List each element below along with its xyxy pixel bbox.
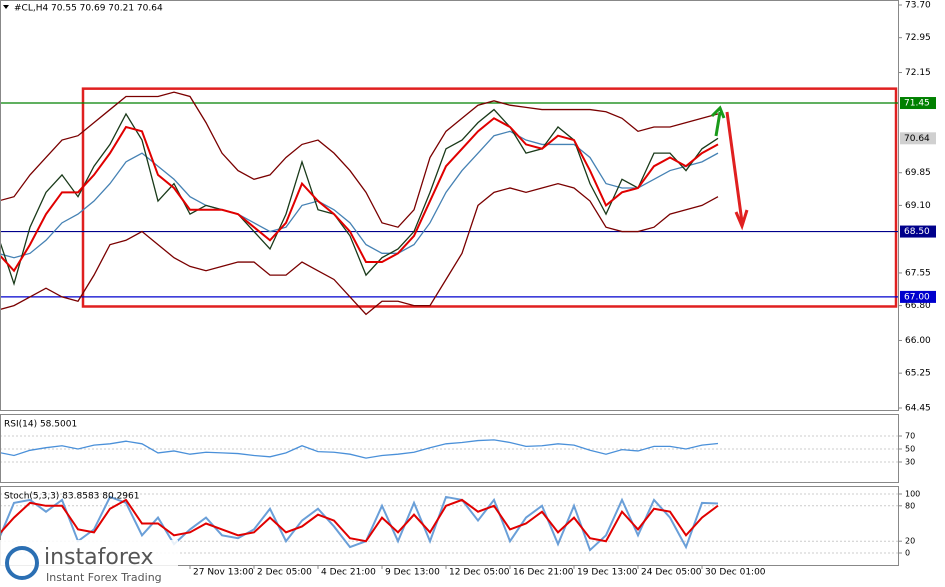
y-tick-label: 50 — [905, 445, 915, 454]
panel-title: RSI(14) 58.5001 — [4, 420, 77, 430]
series-line — [1, 117, 719, 273]
down-arrow — [725, 111, 749, 231]
series-line — [1, 498, 719, 543]
y-tick-label: 66.80 — [905, 301, 931, 311]
plot-layer — [1, 87, 898, 554]
level-label: 71.45 — [904, 99, 930, 109]
x-tick-label: 27 Nov 13:00 — [193, 568, 254, 578]
chart-header: #CL,H4 70.55 70.69 70.21 70.64 — [14, 4, 163, 14]
y-tick-label: 30 — [905, 458, 915, 467]
series-line — [1, 182, 719, 316]
header-marker — [3, 5, 9, 9]
series-line — [1, 130, 719, 259]
y-tick-label: 66.00 — [905, 336, 931, 346]
logo-brand: instaforex — [44, 545, 154, 570]
logo-tagline: Instant Forex Trading — [46, 571, 162, 584]
y-tick-label: 20 — [905, 537, 915, 546]
level-label-bg — [900, 97, 936, 110]
y-tick-label: 72.95 — [905, 33, 931, 43]
x-tick-label: 16 Dec 21:00 — [513, 568, 574, 578]
y-tick-label: 65.25 — [905, 369, 931, 379]
level-label: 68.50 — [904, 227, 930, 237]
level-label-bg — [900, 225, 936, 238]
series-line — [1, 91, 719, 228]
logo: instaforex Instant Forex Trading — [0, 540, 178, 587]
x-tick-label: 24 Dec 05:00 — [641, 568, 702, 578]
series-line — [1, 108, 719, 287]
y-tick-label: 100 — [905, 490, 920, 499]
x-tick-label: 2 Dec 05:00 — [257, 568, 312, 578]
y-tick-label: 73.70 — [905, 1, 931, 11]
x-tick-label: 19 Dec 13:00 — [577, 568, 638, 578]
x-tick-label: 12 Dec 05:00 — [449, 568, 510, 578]
y-tick-label: 64.45 — [905, 404, 931, 414]
logo-icon — [5, 546, 39, 580]
y-tick-label: 80 — [905, 501, 915, 510]
panel-title: Stoch(5,3,3) 83.8583 80.2961 — [4, 492, 139, 502]
price-label: 70.64 — [904, 134, 930, 144]
stoch-panel — [0, 486, 899, 566]
y-tick-label: 69.10 — [905, 201, 931, 211]
range-box — [81, 87, 898, 308]
level-label: 67.00 — [904, 292, 930, 302]
up-arrow — [710, 105, 726, 137]
level-label-bg — [900, 290, 936, 303]
y-tick-label: 0 — [905, 549, 910, 558]
y-tick-label: 67.55 — [905, 268, 931, 278]
x-tick-label: 30 Dec 01:00 — [705, 568, 766, 578]
price-label-bg — [900, 132, 936, 145]
main-panel — [0, 0, 899, 411]
x-tick-label: 4 Dec 21:00 — [321, 568, 376, 578]
axes: 73.70 72.95 72.15 69.85 69.10 67.55 66.80 66.00… — [4, 1, 936, 578]
y-tick-label: 72.15 — [905, 68, 931, 78]
y-tick-label: 70 — [905, 432, 915, 441]
y-tick-label: 69.85 — [905, 168, 931, 178]
series-line — [1, 495, 719, 552]
series-line — [1, 439, 719, 459]
x-tick-label: 9 Dec 13:00 — [385, 568, 440, 578]
